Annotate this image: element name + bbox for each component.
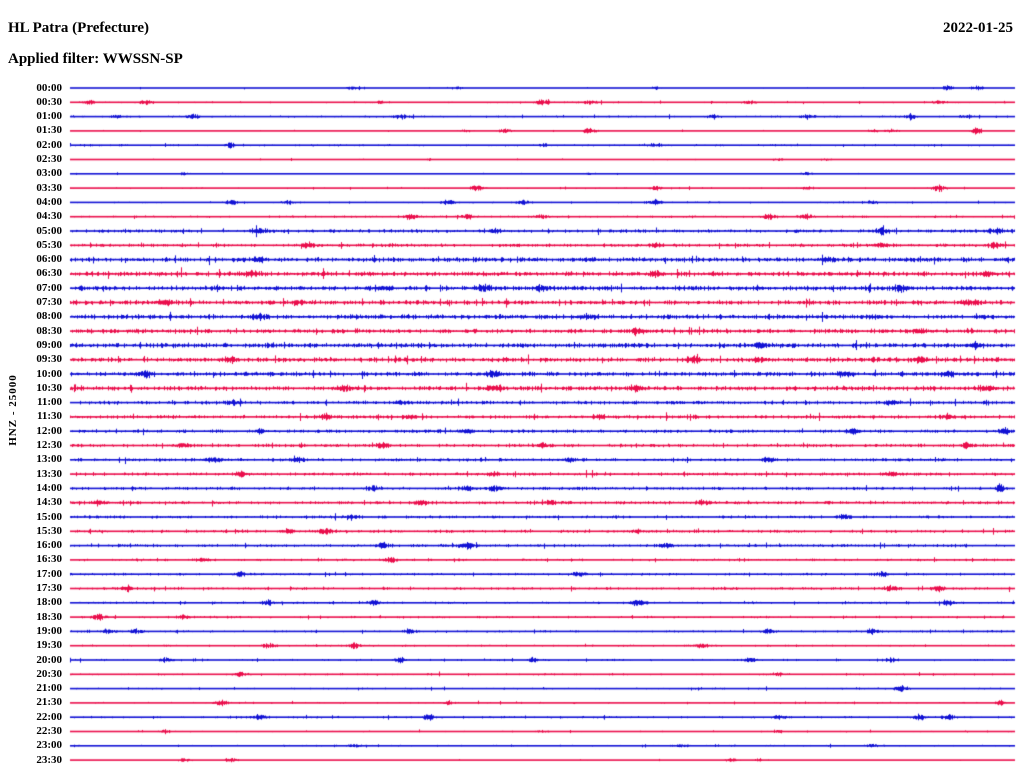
helicorder-traces bbox=[0, 0, 1024, 780]
helicorder-page: HL Patra (Prefecture) 2022-01-25 Applied… bbox=[0, 0, 1024, 780]
